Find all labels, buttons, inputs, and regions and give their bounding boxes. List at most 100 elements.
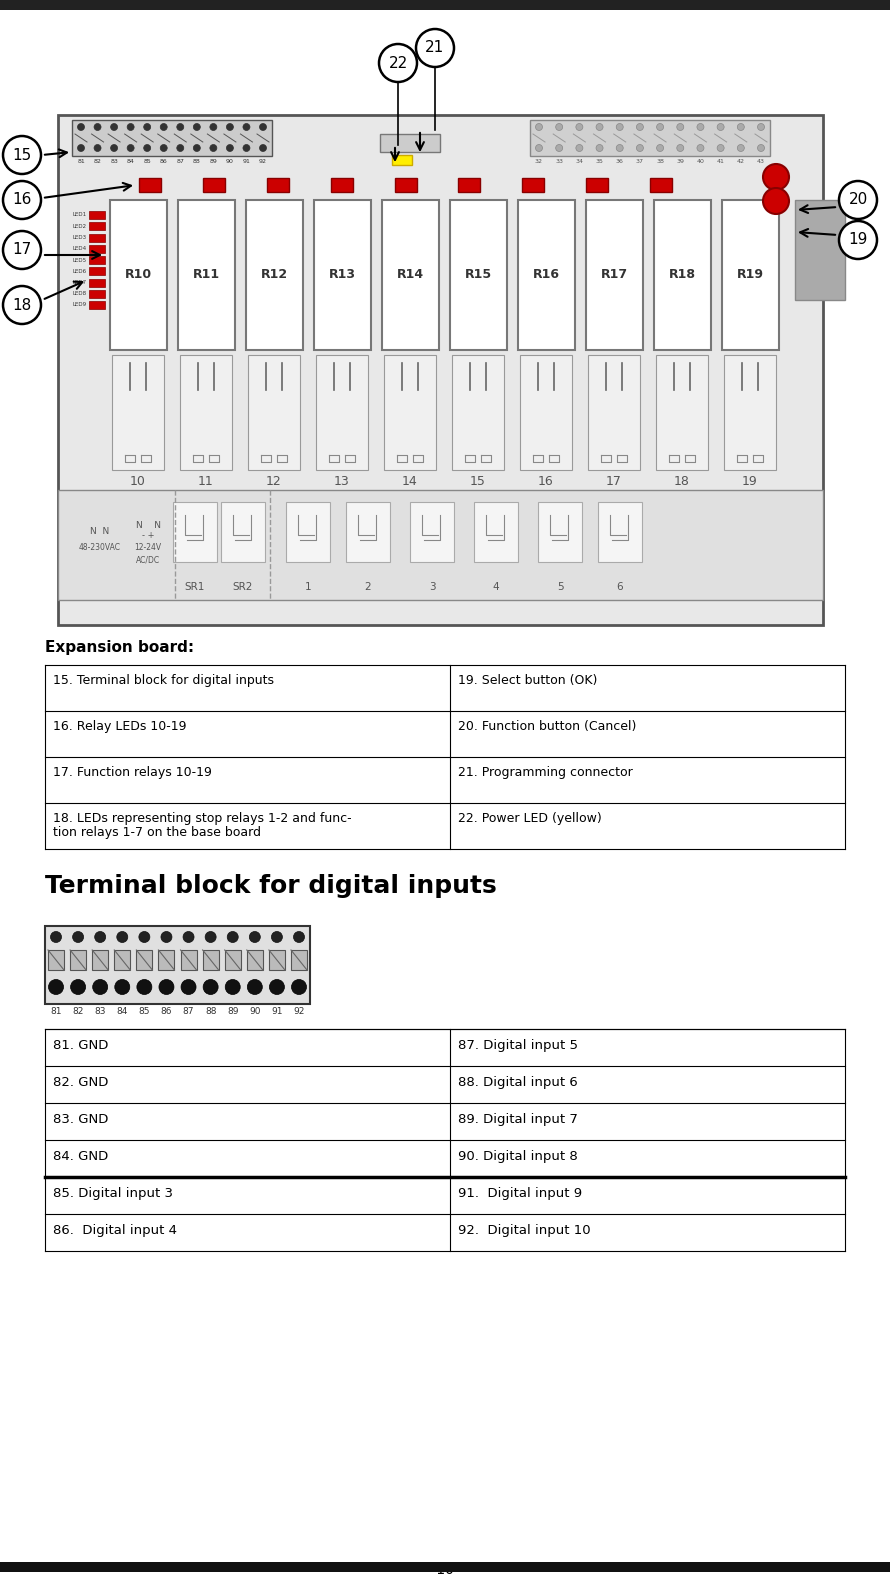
Text: 86: 86	[160, 160, 167, 165]
Circle shape	[292, 979, 306, 995]
Bar	[114, 951, 130, 970]
Text: LED4: LED4	[73, 247, 87, 252]
Text: 38: 38	[656, 160, 664, 165]
Text: - +: - +	[142, 532, 154, 541]
Text: 21: 21	[425, 41, 445, 55]
Text: 92: 92	[259, 160, 267, 165]
Text: 86: 86	[161, 1008, 172, 1016]
Circle shape	[127, 123, 134, 130]
Bar	[180, 354, 232, 470]
Text: 91: 91	[242, 160, 250, 165]
Circle shape	[596, 144, 603, 152]
Bar	[203, 951, 219, 970]
Text: 82. GND: 82. GND	[53, 1076, 109, 1088]
Circle shape	[555, 144, 562, 152]
Text: 17. Function relays 10-19: 17. Function relays 10-19	[53, 766, 212, 778]
Bar	[394, 179, 417, 191]
Bar	[136, 951, 152, 970]
Circle shape	[77, 123, 85, 130]
Circle shape	[616, 123, 623, 130]
Circle shape	[247, 979, 263, 995]
Circle shape	[616, 144, 623, 152]
Text: 16: 16	[538, 475, 554, 487]
Text: 86.  Digital input 4: 86. Digital input 4	[53, 1224, 177, 1237]
Circle shape	[226, 123, 233, 130]
Text: R12: R12	[261, 269, 287, 282]
Bar	[474, 501, 518, 562]
Circle shape	[737, 123, 744, 130]
Circle shape	[676, 144, 684, 152]
Text: 87: 87	[176, 160, 184, 165]
Text: 1: 1	[304, 582, 311, 592]
Text: 32: 32	[535, 160, 543, 165]
Text: AC/DC: AC/DC	[136, 555, 160, 565]
Text: R13: R13	[328, 269, 355, 282]
Circle shape	[737, 144, 744, 152]
Text: 16. Relay LEDs 10-19: 16. Relay LEDs 10-19	[53, 720, 187, 732]
Circle shape	[294, 932, 304, 943]
Bar	[586, 199, 643, 350]
Text: 88: 88	[205, 1008, 216, 1016]
Circle shape	[697, 123, 704, 130]
Circle shape	[717, 123, 724, 130]
Text: 4: 4	[493, 582, 499, 592]
Bar	[316, 354, 368, 470]
Text: SR1: SR1	[185, 582, 206, 592]
Text: 22: 22	[388, 55, 408, 71]
Circle shape	[205, 932, 216, 943]
Bar	[269, 951, 285, 970]
Bar	[382, 199, 439, 350]
Bar	[653, 199, 710, 350]
Text: tion relays 1-7 on the base board: tion relays 1-7 on the base board	[53, 826, 261, 838]
Text: 15. Terminal block for digital inputs: 15. Terminal block for digital inputs	[53, 674, 274, 687]
Text: 20. Function button (Cancel): 20. Function button (Cancel)	[458, 720, 636, 732]
Bar	[346, 501, 390, 562]
Bar	[89, 210, 105, 218]
Text: 3: 3	[429, 582, 435, 592]
Circle shape	[536, 123, 543, 130]
Bar	[89, 278, 105, 286]
Text: R11: R11	[192, 269, 220, 282]
Bar	[650, 179, 672, 191]
Text: 87. Digital input 5: 87. Digital input 5	[458, 1039, 578, 1052]
Bar	[313, 199, 370, 350]
Text: N    N: N N	[135, 522, 160, 530]
Text: 88: 88	[193, 160, 200, 165]
Text: LED3: LED3	[73, 236, 87, 240]
Circle shape	[159, 979, 174, 995]
Circle shape	[210, 144, 217, 152]
Bar	[72, 120, 272, 157]
Circle shape	[763, 165, 789, 190]
Text: 92.  Digital input 10: 92. Digital input 10	[458, 1224, 591, 1237]
Text: 87: 87	[182, 1008, 194, 1016]
Circle shape	[160, 144, 167, 152]
Circle shape	[51, 932, 61, 943]
Text: 85. Digital input 3: 85. Digital input 3	[53, 1186, 173, 1201]
Circle shape	[260, 123, 266, 130]
Circle shape	[3, 136, 41, 174]
Bar	[173, 501, 217, 562]
Bar	[286, 501, 330, 562]
Text: 41: 41	[716, 160, 724, 165]
Text: 2: 2	[365, 582, 371, 592]
Circle shape	[73, 932, 84, 943]
Circle shape	[260, 144, 266, 152]
Bar	[392, 155, 412, 165]
Circle shape	[226, 144, 233, 152]
Circle shape	[555, 123, 562, 130]
Text: 89: 89	[209, 160, 217, 165]
Text: LED8: LED8	[73, 291, 87, 296]
Bar	[45, 925, 310, 1005]
Bar	[522, 179, 545, 191]
Text: Expansion board:: Expansion board:	[45, 641, 194, 655]
Circle shape	[596, 123, 603, 130]
Text: 18: 18	[674, 475, 690, 487]
Circle shape	[657, 123, 664, 130]
Bar	[449, 199, 506, 350]
Circle shape	[636, 123, 643, 130]
Text: 10: 10	[130, 475, 146, 487]
Text: 39: 39	[676, 160, 684, 165]
Text: 22. Power LED (yellow): 22. Power LED (yellow)	[458, 812, 602, 824]
Bar	[452, 354, 504, 470]
Bar	[598, 501, 642, 562]
